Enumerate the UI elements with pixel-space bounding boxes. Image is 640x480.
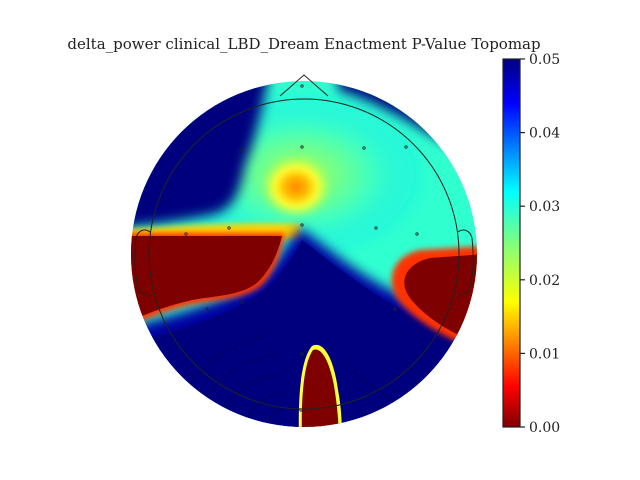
- colorbar-frame: [502, 58, 521, 428]
- sensor-marker: [239, 148, 243, 152]
- topomap-heatmap: [131, 81, 477, 427]
- frontocentral-focus: [260, 155, 332, 219]
- sensor-marker: [300, 223, 304, 227]
- sensor-marker: [227, 226, 231, 230]
- colorbar-tick-label: 0.01: [529, 346, 560, 362]
- colorbar-tick-label: 0.04: [529, 126, 560, 142]
- sensor-marker: [300, 352, 304, 356]
- colorbar-ticks: 0.00 0.01 0.02 0.03 0.04 0.05: [520, 52, 560, 436]
- sensor-marker: [205, 307, 209, 311]
- occipital-region: [301, 349, 339, 427]
- sensor-marker: [240, 300, 244, 304]
- colorbar-gradient: [503, 59, 520, 427]
- sensor-marker: [393, 307, 397, 311]
- right-ear: [457, 229, 474, 297]
- sensor-marker: [300, 145, 304, 149]
- sensor-marker: [374, 226, 378, 230]
- colorbar-tick-label: 0.03: [529, 199, 560, 215]
- colorbar-tick-label: 0.05: [529, 52, 560, 68]
- colorbar: 0.00 0.01 0.02 0.03 0.04 0.05: [502, 52, 560, 436]
- blue-core-posterior: [131, 240, 477, 427]
- colorbar-tick-label: 0.00: [529, 420, 560, 436]
- head-circle: [148, 98, 460, 410]
- left-temporal-region: [131, 236, 282, 326]
- sensor-markers: [184, 84, 419, 412]
- sensor-marker: [415, 232, 419, 236]
- head-outline: [134, 74, 474, 410]
- sensor-marker: [300, 84, 304, 88]
- sensor-marker: [362, 146, 366, 150]
- sensor-marker: [404, 145, 408, 149]
- colorbar-tick-label: 0.02: [529, 273, 560, 289]
- sensor-marker: [299, 408, 303, 412]
- left-ear: [134, 229, 151, 297]
- nose: [279, 74, 329, 97]
- chart-title: delta_power clinical_LBD_Dream Enactment…: [67, 35, 540, 53]
- sensor-marker: [184, 232, 188, 236]
- contour-line: [344, 359, 391, 401]
